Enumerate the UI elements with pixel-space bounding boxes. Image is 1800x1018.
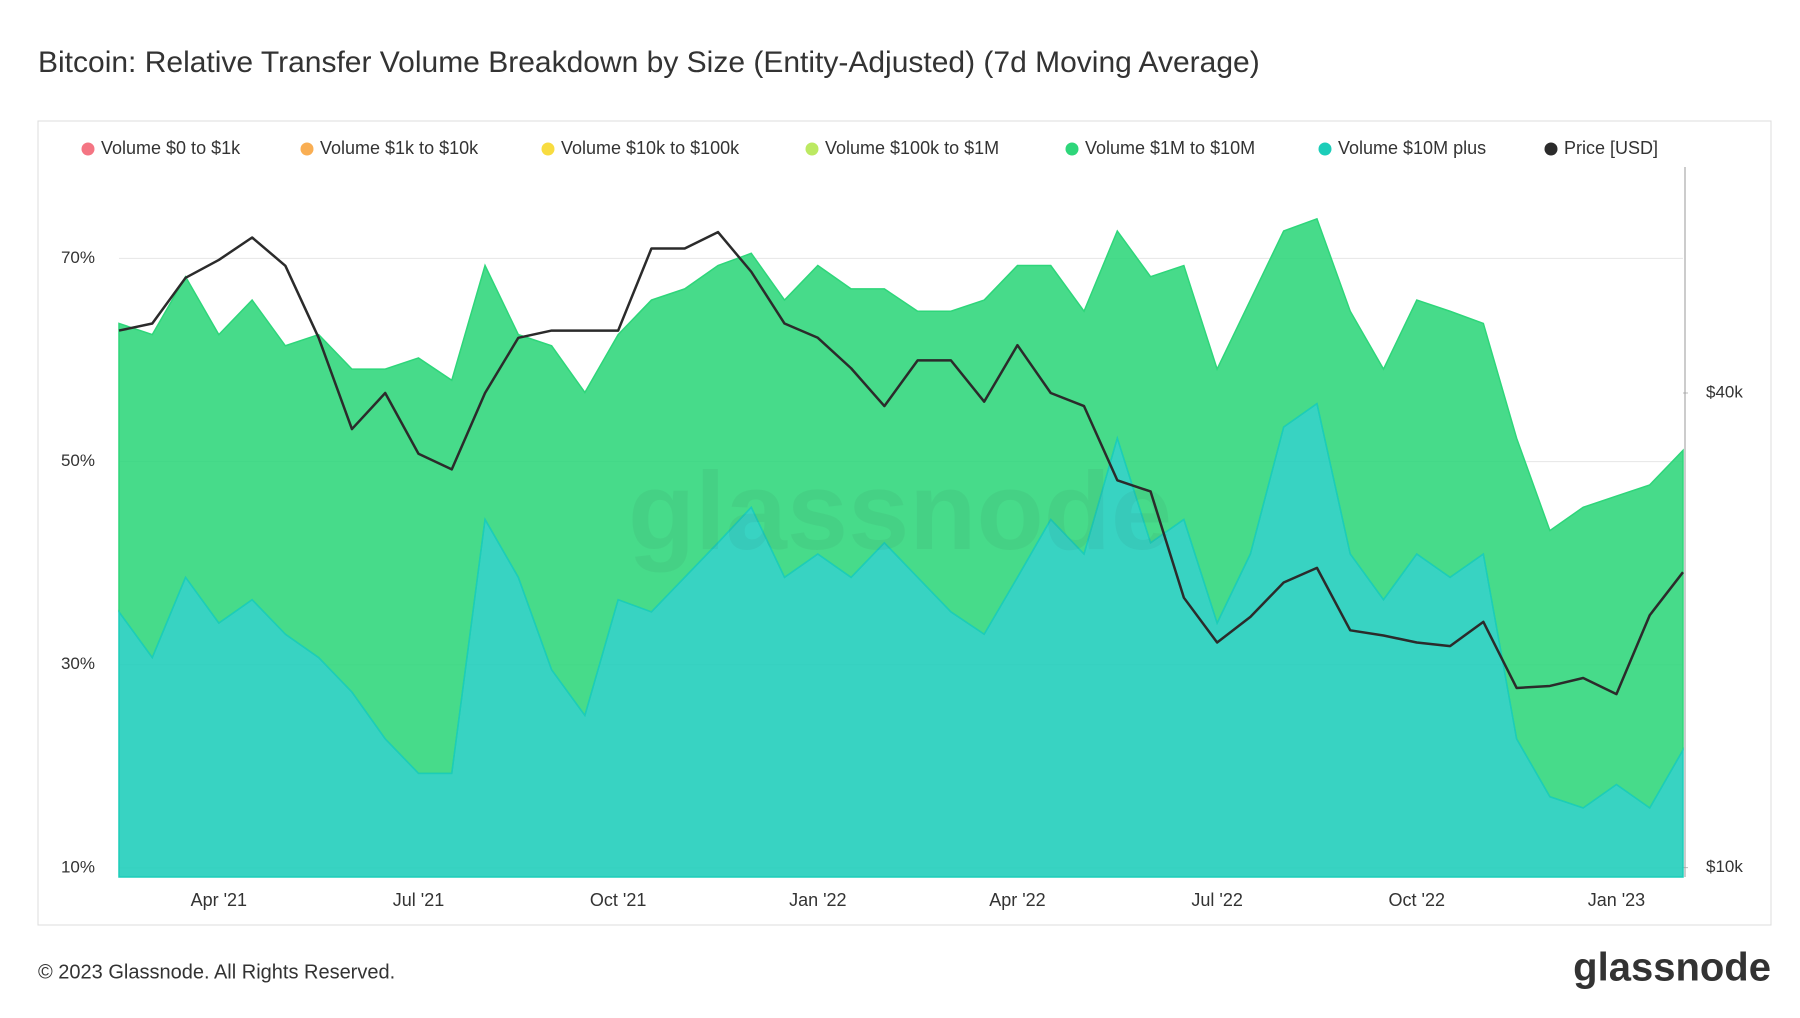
x-tick-label: Jul '22 xyxy=(1191,890,1242,910)
legend-dot xyxy=(805,142,819,156)
legend-label: Volume $1k to $10k xyxy=(320,138,479,158)
legend-item[interactable]: Volume $10k to $100k xyxy=(541,138,741,158)
chart-title: Bitcoin: Relative Transfer Volume Breakd… xyxy=(38,46,1260,79)
watermark: glassnode xyxy=(628,450,1172,573)
legend-dot xyxy=(81,142,95,156)
legend-label: Volume $1M to $10M xyxy=(1085,138,1255,158)
legend-dot xyxy=(300,142,314,156)
panel xyxy=(37,120,1772,926)
y-tick-label: 30% xyxy=(61,654,95,673)
legend-item[interactable]: Volume $100k to $1M xyxy=(805,138,1000,158)
price-line xyxy=(118,230,1684,696)
area xyxy=(118,402,1684,878)
legend-dot xyxy=(541,142,555,156)
y2-tick-label: $10k xyxy=(1706,857,1743,876)
x-tick-label: Apr '21 xyxy=(191,890,247,910)
legend-label: Volume $10M plus xyxy=(1338,138,1486,158)
x-tick-label: Jan '22 xyxy=(789,890,846,910)
legend-item[interactable]: Volume $10M plus xyxy=(1318,138,1487,158)
legend-item[interactable]: Price [USD] xyxy=(1544,138,1659,158)
x-tick-label: Apr '22 xyxy=(989,890,1045,910)
y-tick-label: 10% xyxy=(61,857,95,876)
footer: © 2023 Glassnode. All Rights Reserved. xyxy=(38,961,395,983)
legend-label: Volume $100k to $1M xyxy=(825,138,999,158)
y2-tick-label: $40k xyxy=(1706,382,1743,401)
legend-item[interactable]: Volume $1k to $10k xyxy=(300,138,480,158)
legend-item[interactable]: Volume $1M to $10M xyxy=(1065,138,1256,158)
legend-label: Price [USD] xyxy=(1564,138,1658,158)
legend-dot xyxy=(1544,142,1558,156)
x-tick-label: Jan '23 xyxy=(1588,890,1645,910)
x-tick-label: Jul '21 xyxy=(393,890,444,910)
plot: 10% 30% 50% 70% $10k $40k Apr '21 Jul '21 Oct '2… xyxy=(61,167,1743,910)
legend-label: Volume $0 to $1k xyxy=(101,138,241,158)
legend-item[interactable]: Volume $0 to $1k xyxy=(81,138,242,158)
x-tick-label: Oct '21 xyxy=(590,890,646,910)
y-tick-label: 70% xyxy=(61,248,95,267)
logo: glassnode xyxy=(1573,946,1771,990)
legend-label: Volume $10k to $100k xyxy=(561,138,740,158)
y-tick-label: 50% xyxy=(61,451,95,470)
x-tick-label: Oct '22 xyxy=(1389,890,1445,910)
legend-dot xyxy=(1318,142,1332,156)
legend-dot xyxy=(1065,142,1079,156)
